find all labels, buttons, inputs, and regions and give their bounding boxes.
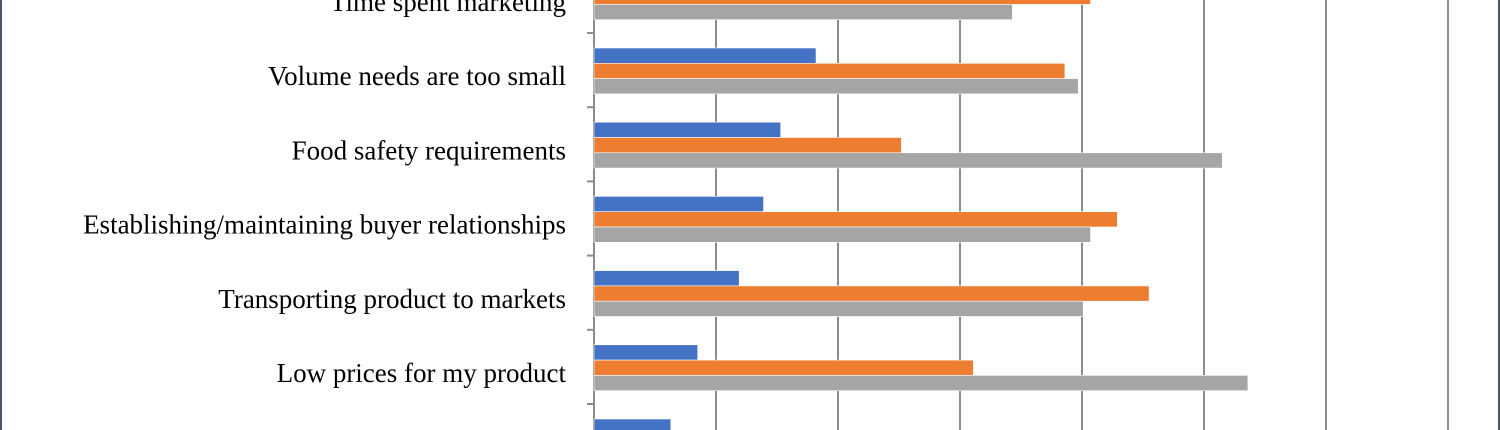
category-label: Time spent marketing	[330, 0, 566, 17]
bar-series-3	[593, 300, 1084, 317]
bar-series-3	[593, 78, 1079, 95]
category-label: Food safety requirements	[292, 135, 566, 165]
bar-series-1	[593, 196, 764, 212]
category-label: Establishing/maintaining buyer relations…	[83, 210, 566, 240]
bar-series-3	[593, 4, 1013, 21]
bar-series-2	[593, 285, 1150, 302]
bar-series-2	[593, 0, 1091, 5]
bar-series-1	[593, 270, 740, 287]
bar-series-3	[593, 226, 1091, 243]
bar-series-3	[593, 375, 1249, 391]
bar-series-3	[593, 152, 1223, 169]
bar-series-2	[593, 62, 1066, 79]
bar-series-2	[593, 211, 1118, 228]
category-label: Low prices for my product	[277, 358, 567, 388]
bar-series-1	[593, 418, 672, 430]
category-label: Transporting product to markets	[218, 284, 566, 314]
category-label: Volume needs are too small	[268, 61, 566, 91]
bar-series-1	[593, 47, 817, 64]
bar-series-1	[593, 121, 781, 138]
bar-series-2	[593, 137, 902, 154]
bar-series-1	[593, 344, 698, 361]
bar-series-2	[593, 359, 974, 376]
